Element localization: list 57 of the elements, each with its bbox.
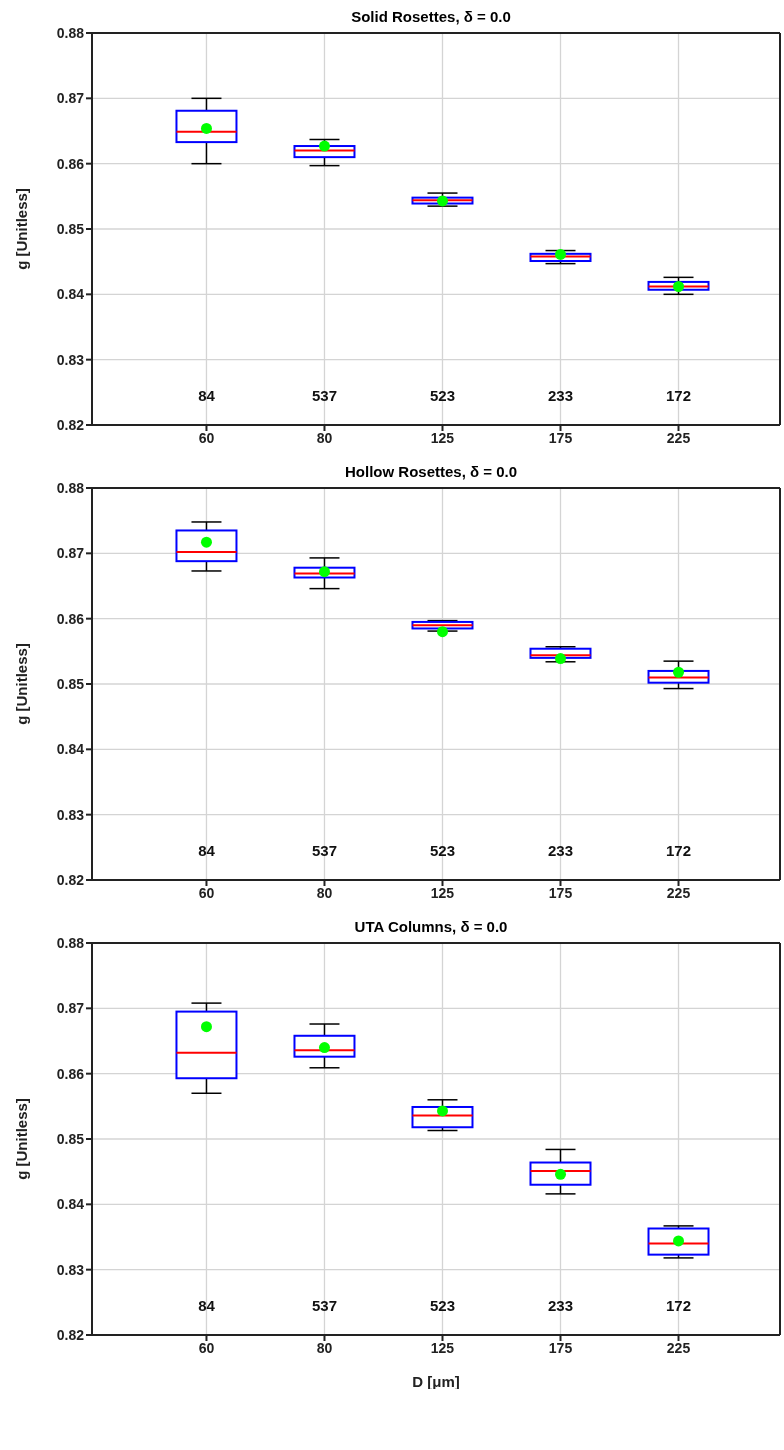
x-tick-label: 125	[430, 884, 455, 901]
annotation: 172	[666, 386, 692, 404]
x-tick-label: 175	[548, 429, 573, 446]
x-tick-label: 225	[666, 884, 691, 901]
x-tick-label: 60	[198, 884, 215, 901]
y-tick-label: 0.82	[56, 871, 85, 888]
y-tick-label: 0.88	[56, 934, 85, 951]
y-tick-label: 0.86	[56, 610, 85, 627]
y-axis-title: g [Unitless]	[13, 188, 31, 270]
annotation: 233	[547, 841, 574, 859]
annotation: 84	[198, 1296, 216, 1314]
x-tick-label: 175	[548, 884, 573, 901]
x-tick-label: 80	[316, 429, 333, 446]
x-tick-label: 125	[430, 1339, 455, 1356]
y-tick-label: 0.84	[56, 1196, 85, 1213]
annotation: 172	[666, 841, 692, 859]
x-tick-label: 80	[316, 884, 333, 901]
x-tick-label: 225	[666, 429, 691, 446]
annotation: 233	[547, 1296, 574, 1314]
annotation: 537	[311, 1296, 337, 1314]
y-tick-label: 0.83	[56, 351, 85, 368]
y-tick-label: 0.86	[56, 1065, 85, 1082]
y-tick-label: 0.87	[56, 90, 85, 107]
y-tick-label: 0.84	[56, 741, 85, 758]
y-tick-label: 0.83	[56, 1261, 85, 1278]
annotation: 172	[666, 1296, 692, 1314]
x-tick-label: 225	[666, 1339, 691, 1356]
y-axis-title: g [Unitless]	[13, 643, 31, 725]
y-tick-label: 0.85	[56, 1130, 85, 1147]
annotation: 523	[429, 386, 456, 404]
annotation: 84	[198, 841, 216, 859]
y-tick-label: 0.82	[56, 416, 85, 433]
y-tick-label: 0.86	[56, 155, 85, 172]
y-tick-label: 0.82	[56, 1326, 85, 1343]
annotation: 537	[311, 386, 337, 404]
y-tick-label: 0.88	[56, 479, 85, 496]
annotation: 523	[429, 841, 456, 859]
chart-title: UTA Columns, δ = 0.0	[353, 918, 509, 935]
annotation: 233	[547, 386, 574, 404]
x-tick-label: 80	[316, 1339, 333, 1356]
y-tick-label: 0.85	[56, 675, 85, 692]
y-tick-label: 0.87	[56, 545, 85, 562]
y-tick-label: 0.85	[56, 220, 85, 237]
y-axis-title: g [Unitless]	[13, 1098, 31, 1180]
x-tick-label: 125	[430, 429, 455, 446]
chart-title: Solid Rosettes, δ = 0.0	[350, 8, 512, 25]
x-tick-label: 175	[548, 1339, 573, 1356]
annotation: 84	[198, 386, 216, 404]
y-tick-label: 0.87	[56, 1000, 85, 1017]
chart-title: Hollow Rosettes, δ = 0.0	[343, 463, 519, 480]
y-tick-label: 0.88	[56, 24, 85, 41]
x-tick-label: 60	[198, 1339, 215, 1356]
annotation: 523	[429, 1296, 456, 1314]
annotation: 537	[311, 841, 337, 859]
y-tick-label: 0.84	[56, 286, 85, 303]
x-tick-label: 60	[198, 429, 215, 446]
y-tick-label: 0.83	[56, 806, 85, 823]
